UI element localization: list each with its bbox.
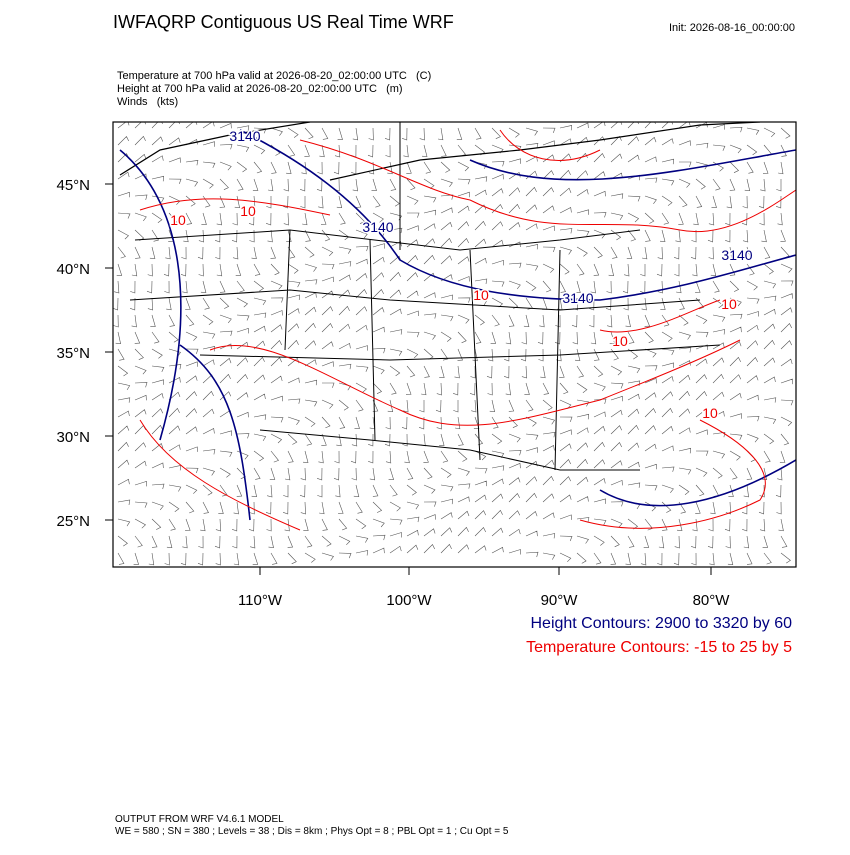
map-lines: [119, 122, 796, 531]
lon-label: 90°W: [541, 592, 579, 609]
footer-line: OUTPUT FROM WRF V4.6.1 MODEL: [115, 814, 284, 825]
field-label: Temperature at 700 hPa valid at 2026-08-…: [117, 70, 431, 82]
field-label: Winds (kts): [117, 96, 178, 108]
lat-label: 40°N: [56, 261, 90, 278]
coastline: [119, 122, 761, 181]
map: 45°N 40°N 35°N 30°N 25°N 110°W 100°W 90°W 80°W 31…: [56, 121, 797, 609]
temperature-contour-label: 10: [702, 405, 718, 421]
state-borders: [129, 122, 721, 471]
legend-temperature: Temperature Contours: -15 to 25 by 5: [526, 639, 792, 656]
lon-label: 80°W: [693, 592, 731, 609]
lat-label: 25°N: [56, 513, 90, 530]
lat-label: 45°N: [56, 177, 90, 194]
height-contour: [119, 129, 796, 521]
lat-label: 35°N: [56, 345, 90, 362]
field-label: Height at 700 hPa valid at 2026-08-20_02…: [117, 83, 403, 95]
temperature-contour: [139, 129, 796, 531]
height-contour-label: 3140: [562, 290, 593, 306]
footer-line: WE = 580 ; SN = 380 ; Levels = 38 ; Dis …: [115, 826, 509, 837]
lon-label: 100°W: [386, 592, 432, 609]
title: IWFAQRP Contiguous US Real Time WRF: [113, 12, 454, 32]
init-time: Init: 2026-08-16_00:00:00: [669, 22, 795, 34]
wind-barb: [113, 122, 794, 566]
map-frame: [112, 121, 797, 568]
height-contour-label: 3140: [229, 128, 260, 144]
legend-height: Height Contours: 2900 to 3320 by 60: [530, 615, 792, 632]
wind-barbs: [113, 122, 794, 566]
temperature-contour-label: 10: [170, 212, 186, 228]
height-contour-label: 3140: [721, 247, 752, 263]
temperature-contour-label: 10: [612, 333, 628, 349]
temperature-contour-label: 10: [721, 296, 737, 312]
temperature-contour-label: 10: [473, 287, 489, 303]
lat-label: 30°N: [56, 429, 90, 446]
lon-label: 110°W: [238, 592, 283, 609]
temperature-contour-label: 10: [240, 203, 256, 219]
height-contour-label: 3140: [362, 219, 393, 235]
